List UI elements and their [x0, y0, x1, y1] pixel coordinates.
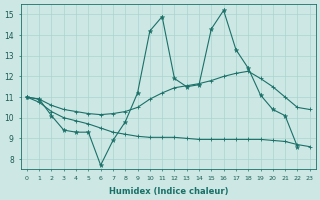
- X-axis label: Humidex (Indice chaleur): Humidex (Indice chaleur): [108, 187, 228, 196]
